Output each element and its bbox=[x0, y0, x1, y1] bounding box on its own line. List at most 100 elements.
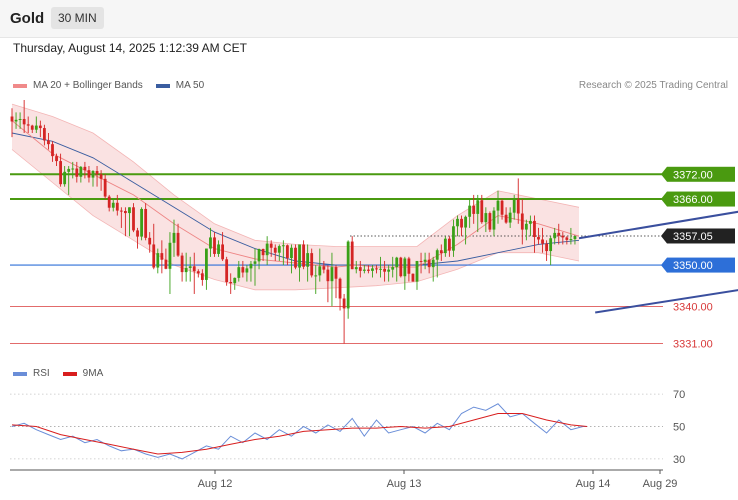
candle-body bbox=[87, 170, 91, 178]
candle bbox=[261, 248, 265, 261]
candle bbox=[427, 252, 431, 274]
candle bbox=[294, 244, 297, 270]
candle bbox=[423, 252, 427, 270]
candle bbox=[545, 240, 548, 261]
candle bbox=[47, 133, 50, 150]
candle-body bbox=[107, 196, 111, 208]
candle-body bbox=[500, 200, 504, 215]
candle-body bbox=[184, 267, 188, 273]
candle bbox=[87, 166, 91, 183]
candle-body bbox=[229, 282, 233, 284]
candle-body bbox=[172, 232, 176, 243]
candle bbox=[18, 112, 22, 129]
candle-body bbox=[435, 250, 439, 260]
candle bbox=[273, 244, 277, 261]
candle-body bbox=[342, 298, 346, 309]
candle-body bbox=[468, 205, 472, 217]
candle bbox=[431, 256, 435, 282]
candle-body bbox=[362, 269, 366, 271]
candle bbox=[371, 265, 374, 278]
candle-body bbox=[144, 208, 148, 238]
candle-body bbox=[103, 178, 107, 197]
timeframe-badge[interactable]: 30 MIN bbox=[51, 7, 104, 29]
candle bbox=[124, 207, 127, 237]
candle bbox=[448, 236, 451, 257]
header-bar: Gold 30 MIN bbox=[0, 0, 738, 38]
candle-body bbox=[484, 213, 488, 223]
label-3340: 3340.00 bbox=[673, 301, 713, 313]
candle bbox=[460, 215, 463, 237]
legend-rsi-ma9: 9MA bbox=[62, 368, 103, 379]
candle bbox=[128, 207, 131, 237]
legend-ma20-bollinger: MA 20 + Bollinger Bands bbox=[13, 80, 143, 91]
price-tag-pointer bbox=[661, 257, 667, 273]
candle bbox=[395, 256, 399, 282]
candle bbox=[26, 116, 30, 134]
candle bbox=[55, 153, 58, 167]
candle bbox=[492, 207, 496, 237]
candle-body bbox=[553, 232, 557, 239]
candle bbox=[484, 207, 488, 233]
candle-body bbox=[119, 210, 123, 212]
candle bbox=[533, 215, 536, 253]
price-tag-pointer bbox=[661, 228, 667, 244]
candle-body bbox=[533, 220, 536, 238]
candle bbox=[144, 203, 148, 241]
candle-body bbox=[51, 144, 54, 157]
candle bbox=[233, 277, 237, 290]
candle-body bbox=[30, 125, 34, 130]
candle bbox=[362, 265, 366, 274]
candle bbox=[464, 215, 467, 245]
candle-body bbox=[136, 230, 139, 237]
price-tag-bg bbox=[667, 228, 735, 244]
candle-body bbox=[350, 241, 354, 270]
candle bbox=[358, 260, 362, 278]
candle-body bbox=[419, 260, 423, 262]
ma20-swatch bbox=[13, 83, 27, 88]
candle bbox=[176, 223, 180, 257]
candle bbox=[318, 248, 322, 282]
ma50-swatch bbox=[155, 83, 170, 88]
price-tag-text: 3366.00 bbox=[673, 194, 713, 206]
candle bbox=[213, 232, 216, 257]
candle-body bbox=[379, 268, 382, 270]
candle-body bbox=[520, 213, 524, 230]
candle-body bbox=[38, 125, 42, 129]
candle-body bbox=[14, 119, 18, 122]
candle-body bbox=[55, 156, 58, 162]
candle-body bbox=[286, 245, 289, 259]
candle bbox=[71, 161, 75, 179]
candle-body bbox=[537, 237, 540, 240]
candle-body bbox=[75, 168, 79, 177]
candle-body bbox=[79, 166, 83, 177]
candle-body bbox=[22, 118, 26, 125]
candle bbox=[338, 277, 342, 311]
rsi-swatch bbox=[13, 371, 27, 376]
candle-body bbox=[168, 242, 172, 269]
candle bbox=[290, 244, 293, 274]
rsi-legend: RSI 9MA bbox=[13, 368, 116, 379]
candle bbox=[277, 244, 281, 261]
candle bbox=[148, 232, 152, 253]
candle-body bbox=[217, 244, 220, 254]
candle-body bbox=[95, 170, 99, 175]
candle-body bbox=[545, 243, 548, 252]
price-tag-pointer bbox=[661, 191, 667, 207]
candle-body bbox=[512, 199, 516, 213]
candle-body bbox=[111, 202, 115, 208]
candle bbox=[221, 232, 224, 261]
candle bbox=[302, 240, 305, 270]
candle bbox=[265, 236, 269, 266]
candle bbox=[22, 100, 26, 134]
candle bbox=[520, 199, 524, 245]
candle bbox=[245, 265, 249, 282]
rsi-tick-label: 30 bbox=[673, 454, 685, 466]
candle-body bbox=[565, 237, 569, 240]
candle bbox=[75, 161, 79, 183]
candle bbox=[496, 190, 500, 224]
candle bbox=[196, 269, 200, 278]
candle-body bbox=[330, 267, 334, 282]
candle bbox=[553, 227, 557, 245]
candle-body bbox=[148, 237, 152, 245]
rsi-tick-label: 50 bbox=[673, 422, 685, 434]
